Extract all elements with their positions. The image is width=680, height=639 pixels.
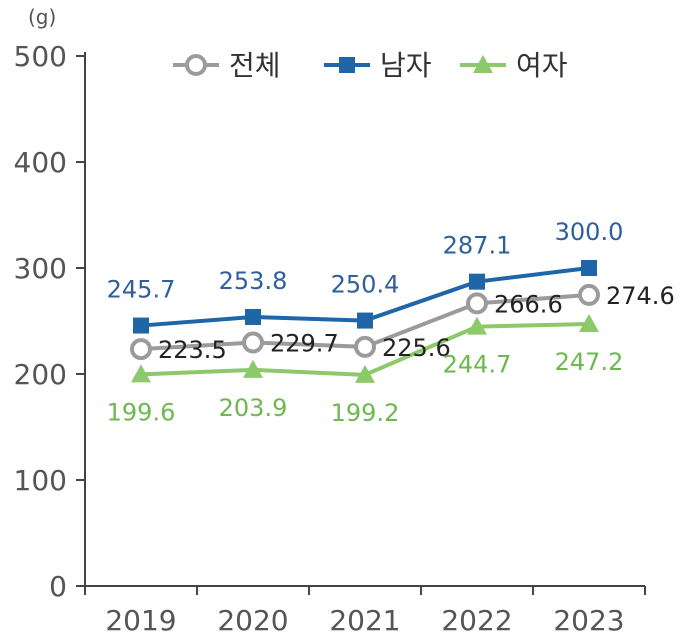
y-tick-label: 300 xyxy=(14,252,67,285)
data-point xyxy=(130,338,152,361)
data-label: 199.6 xyxy=(107,398,176,426)
data-point xyxy=(243,359,263,378)
data-label: 203.9 xyxy=(219,394,288,422)
legend-item: 전체 xyxy=(173,49,281,82)
data-label: 223.5 xyxy=(158,336,227,364)
data-point xyxy=(354,335,376,358)
x-tick-label: 2022 xyxy=(441,604,512,637)
legend: 전체 남자 여자 xyxy=(173,49,568,82)
data-point xyxy=(245,308,261,325)
data-label: 244.7 xyxy=(443,351,512,379)
data-point xyxy=(467,316,487,335)
data-label: 287.1 xyxy=(443,232,512,260)
y-tick-label: 100 xyxy=(14,464,67,497)
series-group xyxy=(130,260,600,383)
legend-item: 여자 xyxy=(460,49,568,82)
data-label: 253.8 xyxy=(219,267,288,295)
data-point xyxy=(339,57,355,73)
data-labels: 223.5 229.7 225.6 266.6 274.6 245.7 253.8 250.4… xyxy=(107,218,675,427)
x-tick-label: 2019 xyxy=(105,604,176,637)
data-label: 229.7 xyxy=(270,330,339,358)
data-label: 250.4 xyxy=(331,271,400,299)
data-label: 300.0 xyxy=(555,218,624,246)
data-label: 274.6 xyxy=(606,282,675,310)
y-tick-label: 200 xyxy=(14,358,67,391)
data-point xyxy=(581,260,597,276)
legend-label: 전체 xyxy=(229,49,281,82)
y-tick-label: 0 xyxy=(49,570,67,603)
data-point xyxy=(579,313,599,332)
data-label: 225.6 xyxy=(382,334,451,362)
data-point xyxy=(133,317,149,334)
legend-label: 남자 xyxy=(380,49,432,82)
data-label: 199.2 xyxy=(331,399,400,427)
data-point xyxy=(578,283,600,306)
data-point xyxy=(131,364,151,383)
legend-label: 여자 xyxy=(516,49,568,82)
data-point xyxy=(185,54,207,76)
data-point xyxy=(473,55,493,73)
data-label: 266.6 xyxy=(494,290,563,318)
data-point xyxy=(469,273,485,290)
y-tick-label: 500 xyxy=(14,40,67,73)
data-point xyxy=(357,312,373,329)
axes: 0 100 200 300 400 500 2019 2020 2021 2022 2023 xyxy=(14,40,646,637)
data-point xyxy=(355,364,375,383)
legend-item: 남자 xyxy=(324,49,432,82)
data-label: 247.2 xyxy=(555,348,624,376)
x-tick-label: 2021 xyxy=(329,604,400,637)
data-label: 245.7 xyxy=(107,276,176,304)
y-unit-label: (g) xyxy=(28,5,56,29)
y-tick-label: 400 xyxy=(14,146,67,179)
x-tick-label: 2020 xyxy=(217,604,288,637)
x-tick-label: 2023 xyxy=(553,604,624,637)
data-point xyxy=(242,331,264,354)
data-point xyxy=(466,292,488,315)
